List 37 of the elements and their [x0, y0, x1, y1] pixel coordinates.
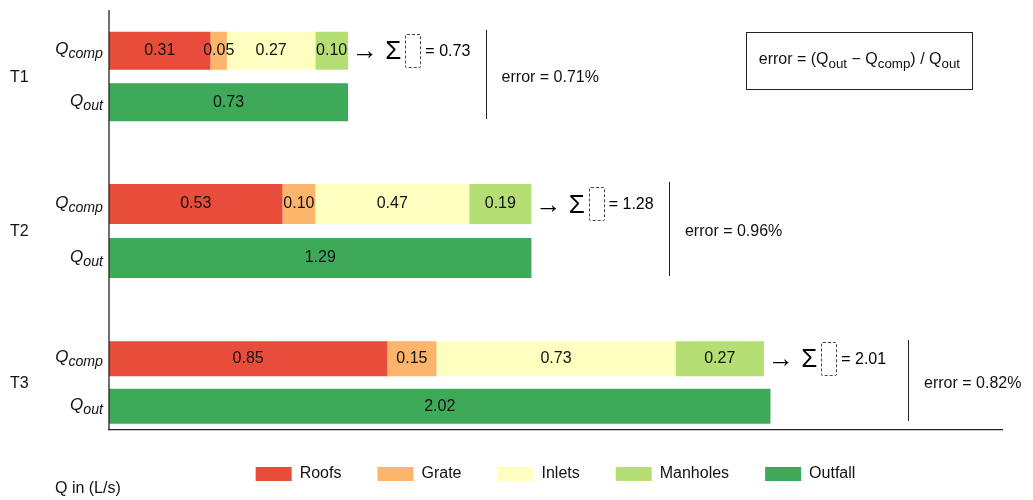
y-axis-title: T3: [10, 373, 29, 391]
data-label: 0.53: [180, 194, 212, 212]
data-label: 0.27: [704, 349, 736, 367]
text: error = 0.71%: [501, 67, 599, 85]
legend-label: Grate: [421, 464, 462, 482]
y-axis-title: T2: [10, 222, 29, 239]
x-axis-title: Q in (L/s): [55, 479, 121, 496]
data-label: 1.29: [304, 248, 336, 266]
data-label: 0.10: [316, 41, 348, 59]
data-label: 0.31: [144, 41, 176, 59]
data-label: 0.05: [203, 41, 235, 59]
annotation: → Σ = 2.01: [767, 343, 887, 375]
data-label: 0.73: [540, 349, 572, 367]
data-label: 0.15: [396, 349, 428, 367]
text: error = 0.82%: [924, 373, 1022, 391]
data-label: 0.27: [255, 41, 287, 59]
data-label: 2.02: [424, 396, 456, 414]
data-label: 0.73: [212, 92, 245, 110]
legend-label: Roofs: [299, 464, 342, 482]
data-label: 0.85: [232, 349, 264, 367]
y-tick-label: Q$_{out}$: [70, 90, 103, 114]
legend-label: Manholes: [659, 464, 730, 482]
y-tick-label: Q$_{comp}$: [55, 347, 103, 370]
data-label: 0.10: [283, 194, 315, 212]
text: error = 0.96%: [684, 222, 783, 239]
data-label: 0.19: [484, 194, 516, 212]
y-tick-label: Q$_{comp}$: [55, 192, 103, 215]
text: → Σ = 0.73: [352, 35, 471, 67]
legend-label: Inlets: [541, 464, 580, 482]
y-axis-title: T1: [10, 67, 29, 85]
text: error = (Q$_{out}$ − Q$_{comp}$) / Q$_{out}$: [745, 32, 973, 90]
y-tick-label: Q$_{comp}$: [55, 39, 103, 62]
legend-label: Outfall: [809, 464, 856, 482]
y-tick-label: Q$_{out}$: [70, 394, 103, 418]
y-tick-label: Q$_{out}$: [70, 246, 103, 269]
data-label: 0.47: [376, 194, 408, 212]
text: → Σ = 1.28: [535, 188, 654, 220]
